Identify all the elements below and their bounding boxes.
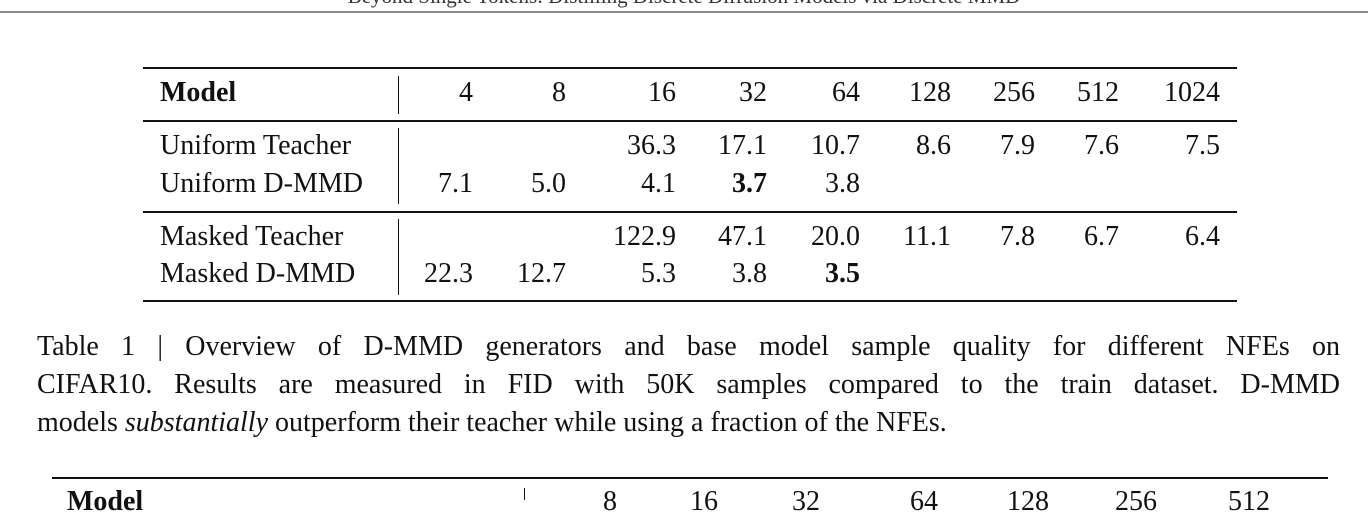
cell: 6.7 [1084, 221, 1119, 252]
column-header: 8 [552, 77, 566, 108]
cell: 3.8 [732, 258, 767, 289]
cell: 8.6 [916, 130, 951, 161]
column-header: 64 [832, 77, 860, 108]
cell: 7.8 [1000, 221, 1035, 252]
column-header: 4 [459, 77, 473, 108]
cell: 6.4 [1185, 221, 1220, 252]
table2-column-header: 16 [690, 486, 718, 517]
caption-line: CIFAR10. Results are measured in FID wit… [37, 366, 1340, 404]
cell: 5.3 [641, 258, 676, 289]
row-label: Masked Teacher [160, 221, 344, 252]
table2-column-header: 8 [603, 486, 617, 517]
cell: 7.6 [1084, 130, 1119, 161]
column-header: 1024 [1164, 77, 1220, 108]
cell: 36.3 [627, 130, 676, 161]
table2-column-header: 128 [1007, 486, 1049, 517]
caption-text: Table 1 | Overview of D-MMD generators a… [37, 331, 1340, 362]
table2-column-header: 32 [792, 486, 820, 517]
cell: 122.9 [613, 221, 676, 252]
row-label: Uniform Teacher [160, 130, 352, 161]
top-rule [143, 67, 1237, 69]
bottom-rule [143, 300, 1237, 302]
cell: 7.9 [1000, 130, 1035, 161]
divider [398, 76, 399, 114]
caption-line: models substantially outperform their te… [37, 404, 1340, 442]
table2-column-header: 64 [910, 486, 938, 517]
cell: 7.1 [438, 168, 473, 199]
mid-rule [143, 120, 1237, 122]
cell: 4.1 [641, 168, 676, 199]
cell: 3.5 [825, 258, 860, 289]
caption-text: CIFAR10. Results are measured in FID wit… [37, 369, 1340, 400]
cell: 17.1 [718, 130, 767, 161]
row-label: Uniform D-MMD [160, 168, 363, 199]
divider [398, 128, 399, 204]
table2-column-header: 512 [1228, 486, 1270, 517]
caption-line: Table 1 | Overview of D-MMD generators a… [37, 328, 1340, 366]
cell: 47.1 [718, 221, 767, 252]
table2-divider [524, 488, 525, 500]
column-header: 128 [909, 77, 951, 108]
cell: 3.8 [825, 168, 860, 199]
mid-rule [143, 211, 1237, 213]
table2-column-header: 256 [1115, 486, 1157, 517]
cell: 3.7 [732, 168, 767, 199]
caption-text: outperform their teacher while using a f… [268, 407, 947, 438]
row-label: Masked D-MMD [160, 258, 356, 289]
column-header: 32 [739, 77, 767, 108]
column-header: 256 [993, 77, 1035, 108]
cell: 22.3 [424, 258, 473, 289]
cell: 11.1 [903, 221, 951, 252]
column-header: 16 [648, 77, 676, 108]
column-header: Model [160, 77, 237, 108]
table2-column-header: Model [67, 486, 144, 517]
table2-top-rule [52, 477, 1328, 479]
cell: 12.7 [517, 258, 566, 289]
cell: 7.5 [1185, 130, 1220, 161]
running-title: Beyond Single Tokens: Distilling Discret… [0, 0, 1368, 9]
cell: 20.0 [811, 221, 860, 252]
column-header: 512 [1077, 77, 1119, 108]
cell: 5.0 [531, 168, 566, 199]
caption-text: substantially [124, 407, 269, 438]
header-rule [0, 11, 1368, 13]
caption-text: models [37, 407, 125, 438]
divider [398, 219, 399, 295]
cell: 10.7 [811, 130, 860, 161]
